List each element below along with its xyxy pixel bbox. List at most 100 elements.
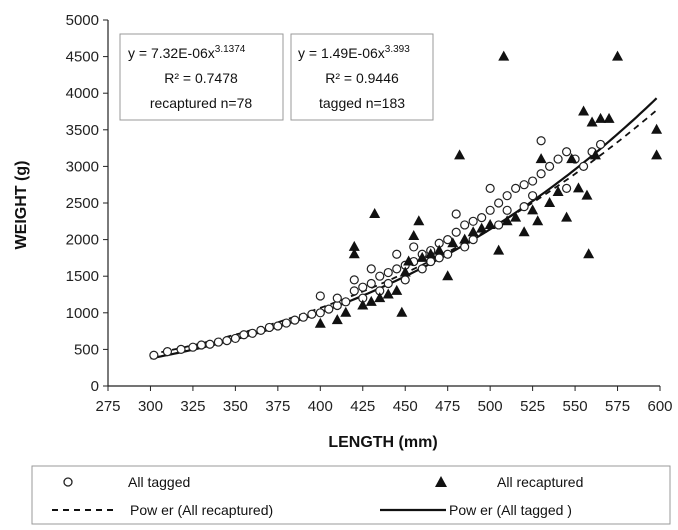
recaptured-point: [493, 244, 505, 255]
equation-recaptured-base: y = 7.32E-06x: [128, 45, 215, 61]
equation-box-tagged: y = 1.49E-06x3.393 R² = 0.9446 tagged n=…: [290, 33, 434, 121]
x-tick-label: 500: [478, 398, 503, 415]
tagged-point: [307, 309, 317, 319]
recaptured-point: [340, 306, 352, 317]
recaptured-point: [578, 105, 590, 116]
tagged-point: [460, 242, 470, 252]
tagged-point: [494, 220, 504, 230]
recaptured-point: [413, 215, 425, 226]
legend-label-tagged: All tagged: [128, 474, 190, 490]
tagged-point: [213, 337, 223, 347]
recaptured-point: [454, 149, 466, 160]
tagged-point: [341, 297, 351, 307]
n-tagged: tagged n=183: [319, 95, 405, 111]
recaptured-point: [391, 284, 403, 295]
tagged-point: [298, 312, 308, 322]
x-tick-label: 575: [605, 398, 630, 415]
legend-label-power-recaptured: Pow er (All recaptured): [130, 502, 273, 518]
y-axis-ticks: 0 500 1000 1500 2000 2500 3000 3500 4000 4500 5000: [66, 12, 108, 395]
tagged-point: [578, 161, 589, 171]
tagged-point: [561, 183, 572, 193]
recaptured-point: [589, 149, 601, 160]
recaptured-point: [433, 244, 445, 255]
tagged-point: [264, 322, 274, 333]
recaptured-point: [518, 226, 530, 237]
recaptured-point: [314, 317, 326, 328]
tagged-point: [332, 293, 342, 303]
recaptured-point: [331, 314, 343, 325]
y-axis-title: WEIGHT (g): [13, 161, 30, 250]
x-tick-label: 475: [435, 398, 460, 415]
recaptured-point: [651, 123, 663, 134]
tagged-point: [315, 308, 325, 318]
recaptured-point: [532, 215, 544, 226]
x-axis-ticks: 275 300 325 350 375 400 425 450 475 500 525 550 575 6…: [95, 386, 673, 415]
recaptured-point: [586, 116, 598, 127]
equation-recaptured-exponent: 3.1374: [215, 44, 246, 55]
recaptured-point: [535, 153, 547, 164]
tagged-point: [358, 282, 368, 292]
y-tick-label: 3000: [66, 158, 99, 175]
tagged-point: [222, 336, 232, 346]
tagged-point: [511, 183, 521, 193]
tagged-point: [162, 346, 173, 357]
legend-marker-tagged: [63, 477, 73, 487]
tagged-point: [409, 242, 419, 252]
tagged-point: [494, 198, 504, 208]
x-tick-label: 400: [308, 398, 333, 415]
recaptured-point: [484, 218, 496, 229]
tagged-point: [349, 275, 359, 285]
y-tick-label: 5000: [66, 12, 99, 29]
tagged-point: [426, 256, 436, 267]
tagged-point: [205, 339, 215, 349]
tagged-point: [561, 147, 572, 157]
equation-tagged-base: y = 1.49E-06x: [298, 45, 385, 61]
r2-recaptured: R² = 0.7478: [164, 70, 238, 86]
tagged-point: [451, 227, 461, 237]
x-tick-label: 550: [563, 398, 588, 415]
recaptured-point: [612, 50, 624, 61]
recaptured-point: [369, 207, 381, 218]
tagged-point: [400, 275, 410, 285]
legend-label-power-tagged: Pow er (All tagged ): [449, 502, 572, 518]
tagged-point: [392, 264, 402, 274]
recaptured-point: [544, 197, 556, 207]
legend-label-recaptured: All recaptured: [497, 474, 583, 490]
recaptured-point: [382, 288, 394, 299]
recaptured-point: [527, 204, 539, 215]
x-tick-label: 425: [350, 398, 375, 415]
tagged-point: [468, 235, 478, 245]
recaptured-point: [348, 248, 360, 259]
recaptured-point: [501, 215, 513, 226]
tagged-point: [392, 249, 402, 259]
equation-box-recaptured: y = 7.32E-06x3.1374 R² = 0.7478 recaptur…: [119, 33, 284, 121]
tagged-point: [485, 183, 495, 193]
tagged-point: [595, 139, 606, 150]
tagged-point: [239, 330, 249, 340]
tagged-point: [383, 267, 393, 278]
recaptured-point: [561, 211, 573, 222]
recaptured-point: [510, 211, 522, 222]
tagged-point: [324, 304, 334, 314]
tagged-point: [477, 213, 487, 223]
recaptured-point: [403, 255, 415, 266]
x-axis-title: LENGTH (mm): [328, 434, 437, 451]
tagged-point: [290, 315, 300, 325]
n-recaptured: recaptured n=78: [150, 95, 253, 111]
recaptured-point: [552, 186, 564, 197]
recaptured-point: [396, 306, 408, 317]
tagged-points: [149, 136, 606, 360]
recaptured-point: [374, 292, 386, 303]
y-tick-label: 500: [74, 341, 99, 358]
x-tick-label: 350: [223, 398, 248, 415]
x-tick-label: 375: [265, 398, 290, 415]
tagged-point: [230, 333, 240, 344]
tagged-point: [366, 264, 376, 274]
tagged-point: [443, 249, 453, 259]
equation-tagged: y = 1.49E-06x3.393: [298, 44, 410, 61]
x-tick-label: 325: [180, 398, 205, 415]
recaptured-point: [348, 240, 360, 251]
recaptured-point: [399, 266, 411, 277]
y-tick-label: 2000: [66, 232, 99, 249]
recaptured-point: [442, 270, 454, 281]
